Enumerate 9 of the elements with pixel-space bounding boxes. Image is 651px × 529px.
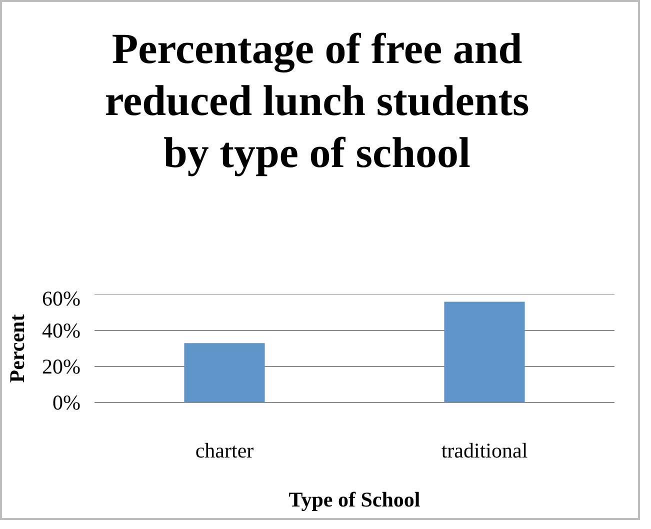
- y-axis-title: Percent: [5, 314, 30, 383]
- x-tick-label: charter: [195, 438, 254, 462]
- x-tick-label: traditional: [441, 438, 528, 462]
- y-tick-label: 20%: [42, 354, 81, 378]
- chart-title: Percentage of free and reduced lunch students by type of school: [104, 25, 530, 179]
- y-tick-label: 0%: [52, 390, 81, 414]
- x-axis-title: Type of School: [288, 488, 420, 512]
- y-tick-label: 40%: [42, 318, 81, 342]
- y-tick-label: 60%: [42, 286, 81, 310]
